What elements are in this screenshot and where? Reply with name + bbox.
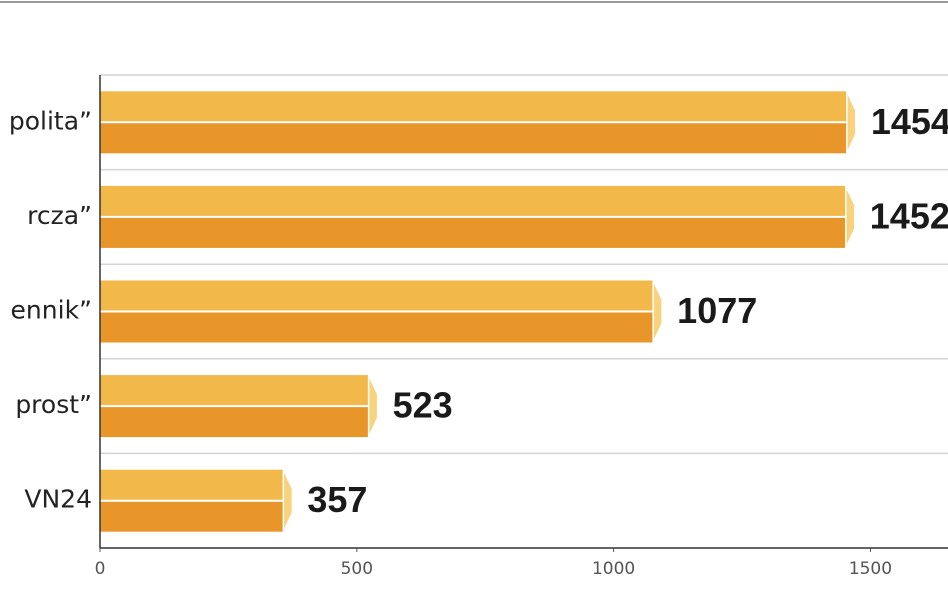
bar bbox=[100, 90, 857, 154]
bar-top bbox=[100, 375, 369, 407]
bar bbox=[100, 469, 294, 533]
bar-bottom bbox=[100, 311, 654, 343]
y-tick-label: polita” bbox=[9, 106, 92, 135]
x-tick-label: 1000 bbox=[592, 559, 635, 579]
x-tick-label: 0 bbox=[95, 559, 106, 579]
x-tick-label: 500 bbox=[341, 559, 373, 579]
value-label: 1454 bbox=[871, 101, 948, 142]
value-label: 523 bbox=[393, 385, 453, 426]
bar-top bbox=[100, 91, 847, 123]
y-tick-label: prost” bbox=[15, 390, 92, 419]
value-label: 357 bbox=[307, 479, 367, 520]
bar-top bbox=[100, 280, 654, 312]
bar-end bbox=[846, 90, 857, 154]
bar-end bbox=[367, 374, 379, 438]
bar-bottom bbox=[100, 216, 846, 248]
x-tick-label: 1500 bbox=[849, 559, 892, 579]
y-tick-label: rcza” bbox=[27, 201, 92, 230]
value-label: 1452 bbox=[870, 195, 948, 236]
bar-top bbox=[100, 469, 284, 501]
bar bbox=[100, 185, 856, 249]
value-label: 1077 bbox=[677, 290, 757, 331]
bar-bottom bbox=[100, 406, 369, 438]
bar bbox=[100, 374, 379, 438]
y-tick-label: VN24 bbox=[24, 485, 92, 514]
bar-end bbox=[845, 185, 856, 249]
y-tick-label: ennik” bbox=[11, 296, 92, 325]
bar-end bbox=[282, 469, 294, 533]
bar bbox=[100, 280, 663, 343]
bar-bottom bbox=[100, 500, 284, 532]
bar-end bbox=[652, 280, 663, 343]
bar-top bbox=[100, 185, 846, 217]
bar-bottom bbox=[100, 122, 847, 154]
